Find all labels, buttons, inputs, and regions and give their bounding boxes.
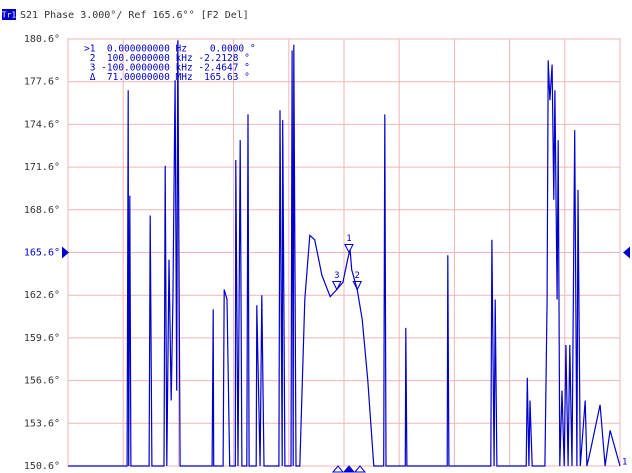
trace-name: Tr1: [2, 11, 17, 20]
y-tick-label: 180.6°: [24, 34, 60, 45]
y-tick-label: 171.6°: [24, 162, 60, 173]
chart-title: S21 Phase 3.000°/ Ref 165.6°° [F2 Del]: [20, 10, 249, 21]
trace-end-label: 1: [622, 458, 627, 468]
ref-arrow-right: [623, 246, 630, 259]
marker: [344, 244, 354, 254]
y-tick-label: 150.6°: [24, 461, 60, 472]
ref-arrow-left: [62, 246, 69, 259]
trace-badge: [2, 9, 16, 20]
y-tick-label: 174.6°: [24, 119, 60, 130]
y-tick-label: 177.6°: [24, 77, 60, 88]
marker: [332, 281, 342, 291]
y-tick-label: 162.6°: [24, 290, 60, 301]
y-tick-label: 156.6°: [24, 376, 60, 387]
marker-label: 3: [334, 271, 339, 281]
marker-readout: Δ 71.00000000 MHz 165.63 °: [84, 72, 250, 83]
stimulus-marker: [342, 465, 356, 473]
marker-label: 2: [355, 271, 360, 281]
stimulus-marker: [353, 465, 367, 473]
y-tick-label: 159.6°: [24, 333, 60, 344]
marker-label: 1: [346, 234, 351, 244]
y-tick-label: 165.6°: [24, 248, 60, 259]
y-tick-label: 153.6°: [24, 418, 60, 429]
marker-readout: 2 100.0000000 kHz -2.2128 °: [84, 53, 250, 64]
marker-readout: >1 0.000000000 Hz 0.0000 °: [84, 44, 256, 55]
y-tick-label: 168.6°: [24, 205, 60, 216]
marker-readout: 3 -100.0000000 kHz -2.4647 °: [84, 63, 250, 74]
trace-line: [68, 40, 621, 467]
marker: [352, 281, 363, 291]
stimulus-marker: [331, 465, 345, 473]
